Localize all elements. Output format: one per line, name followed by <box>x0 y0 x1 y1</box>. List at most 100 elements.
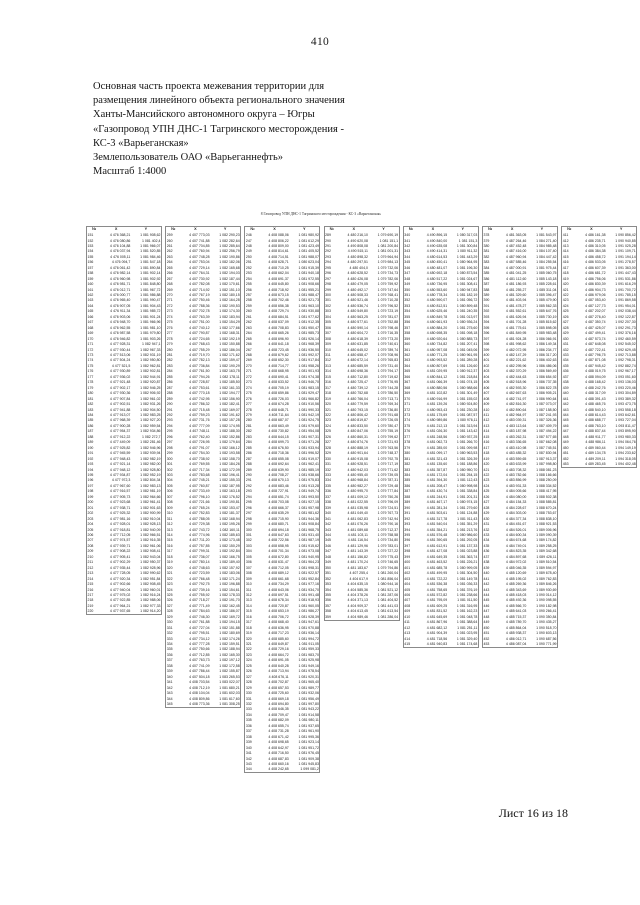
cell-x: 4 489 060,44 <box>585 445 606 450</box>
table-row: 187 4 477 954,37 1 082 934,86 <box>87 429 161 434</box>
cell-n: 278 <box>245 407 252 412</box>
cell-y: 1 081 988,47 <box>298 293 319 298</box>
cell-n: 357 <box>404 325 411 330</box>
cell-n: 348 <box>325 554 331 559</box>
cell-n: 293 <box>325 254 331 259</box>
cell-y: 1 081 979,60 <box>298 423 319 428</box>
cell-x: 4 488 465,76 <box>585 402 606 407</box>
cell-n: 306 <box>166 489 173 494</box>
cell-y: 1 082 962,81 <box>140 363 161 368</box>
cell-n: 388 <box>483 287 490 292</box>
cell-y: 1 086 066,91 <box>536 336 557 341</box>
cell-x: 4 480 812,51 <box>426 303 448 308</box>
cell-x: 4 481 089,68 <box>347 527 368 532</box>
cell-n: 319 <box>325 396 331 401</box>
cell-y: 1 086 569,49 <box>536 369 557 374</box>
cell-y: 1 079 746,65 <box>377 560 399 565</box>
cell-y: 1 082 272,7 <box>142 434 161 439</box>
cell-x: 4 476 000,77 <box>109 293 131 298</box>
cell-y: 1 084 255,54 <box>536 260 557 265</box>
table-row: 337 4 481 009,12 1 079 750,26 <box>325 495 399 500</box>
cell-y: 1 081 207,41 <box>456 342 478 347</box>
cell-y: 1 082 908,45 <box>140 582 161 587</box>
cell-n: 217 <box>87 592 94 597</box>
cell-n: 373 <box>404 413 411 417</box>
cell-n: 156 <box>87 260 94 265</box>
cell-y: 1 082 174,30 <box>219 309 240 314</box>
cell-y: 1 081 908,62 <box>140 233 161 238</box>
cell-y: 1 088 838,10 <box>536 516 557 521</box>
cell-n: 342 <box>325 522 331 527</box>
cell-y: 1 082 960,01 <box>140 587 161 592</box>
column-header-y: Y <box>144 227 148 231</box>
cell-y: 1 079 780,47 <box>377 423 399 428</box>
cell-x: 4 407 795,51 <box>189 631 210 636</box>
table-row: 345 4 408 773,36 1 081 308,25 <box>166 702 240 707</box>
cell-n: 428 <box>562 325 569 330</box>
cell-x: 4 408 723,45 <box>268 347 289 352</box>
table-row: 185 4 477 968,39 1 082 927,20 <box>87 418 161 423</box>
cell-n: 317 <box>166 549 173 554</box>
table-row: 268 4 407 782,08 1 082 170,61 <box>166 282 240 287</box>
cell-y: 1 081 404,52 <box>377 598 399 603</box>
table-row: 342 4 481 076,26 1 079 790,16 <box>325 522 399 527</box>
cell-x: 4 486 830,39 <box>585 282 606 287</box>
cell-y: 1 082 182,06 <box>219 260 240 265</box>
cell-n: 210 <box>87 554 94 559</box>
table-row: 382 4 481 135,60 1 081 188,86 <box>404 462 478 467</box>
cell-n: 197 <box>87 483 94 488</box>
cell-x: 4 407 784,63 <box>189 609 210 614</box>
cell-n: 294 <box>166 423 173 428</box>
table-row: 367 4 481 066,39 1 081 074,15 <box>404 380 478 385</box>
cell-y: 1 081 914,58 <box>298 712 319 717</box>
cell-n: 346 <box>325 543 331 548</box>
cell-n: 361 <box>404 347 411 352</box>
cell-y: 1 083 022,07 <box>219 680 240 685</box>
cell-n: 253 <box>245 271 252 276</box>
cell-n: 260 <box>166 238 173 243</box>
cell-n: 320 <box>166 565 173 570</box>
cell-y: 1 081 975,83 <box>298 478 319 483</box>
cell-x: 4 487 350,74 <box>585 320 606 325</box>
table-row: 272 4 408 690,41 1 081 974,38 <box>245 375 319 380</box>
cell-x: 4 481 049,40 <box>347 511 368 516</box>
cell-x: 4 407 724,65 <box>189 336 210 341</box>
table-row: 447 4 485 641,03 1 090 266,41 <box>483 609 557 614</box>
cell-n: 260 <box>245 309 252 314</box>
cell-n: 438 <box>562 380 569 385</box>
cell-n: 299 <box>166 451 173 456</box>
cell-x: 4 481 066,39 <box>426 380 448 385</box>
cell-y: 1 082 940,09 <box>140 527 161 532</box>
cell-n: 279 <box>245 413 252 417</box>
table-row: 333 4 407 734,12 1 082 174,26 <box>166 637 240 642</box>
cell-n: 347 <box>404 271 411 276</box>
cell-y: 1 081 917,84 <box>298 358 319 363</box>
cell-x: 4 407 745,21 <box>189 478 210 483</box>
cell-x: 4 480 479,05 <box>347 282 368 287</box>
cell-n: 293 <box>166 418 173 423</box>
table-row: 309 4 408 661,68 1 081 952,84 <box>245 577 319 582</box>
cell-x: 4 407 783,68 <box>189 472 210 477</box>
cell-n: 396 <box>483 331 490 336</box>
cell-y: 1 079 791,68 <box>377 413 399 417</box>
cell-y: 1 082 290,23 <box>219 233 240 238</box>
table-row: 385 4 481 041,25 1 085 060,75 <box>483 271 557 276</box>
cell-y: 1 081 143,42 <box>456 429 478 434</box>
cell-x: 4 408 691,37 <box>268 276 289 281</box>
table-row: 390 4 481 281,34 1 081 279,60 <box>404 506 478 511</box>
cell-n: 437 <box>562 374 569 379</box>
cell-n: 252 <box>245 265 252 270</box>
cell-x: 4 408 655,08 <box>268 456 289 461</box>
table-row: 316 4 480 725,47 1 079 776,95 <box>325 380 399 385</box>
cell-y: 1 082 194,03 <box>219 271 240 276</box>
cell-x: 4 408 652,30 <box>268 358 289 363</box>
cell-n: 162 <box>87 293 94 298</box>
cell-y: 1 080 873,54 <box>456 271 478 276</box>
table-row: 349 4 480 736,95 1 081 308,41 <box>404 282 478 287</box>
cell-n: 322 <box>325 413 331 417</box>
cell-y: 1 082 151,10 <box>219 287 240 292</box>
cell-n: 154 <box>87 249 94 254</box>
table-row: 360 4 480 734,82 1 081 207,41 <box>404 342 478 347</box>
cell-x: 4 481 363,05 <box>505 233 527 238</box>
cell-y: 1 090 603,13 <box>536 631 557 636</box>
